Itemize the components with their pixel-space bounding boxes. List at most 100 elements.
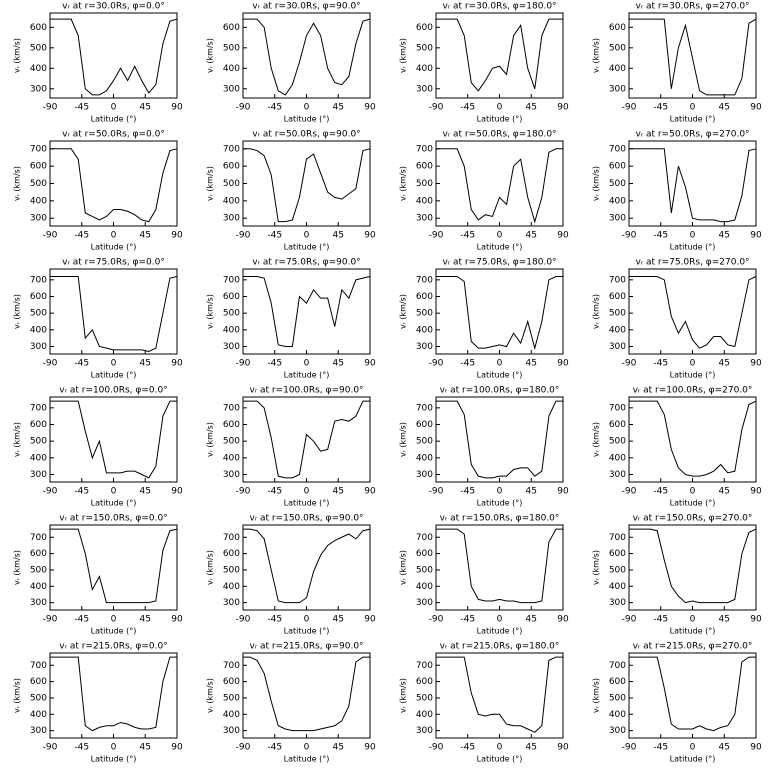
panel-title: vᵣ at r=150.0Rs, φ=180.0° xyxy=(440,514,560,524)
panel-title: vᵣ at r=30.0Rs, φ=90.0° xyxy=(252,2,360,12)
x-tick-label: 45 xyxy=(333,615,344,625)
data-line xyxy=(629,276,757,349)
x-tick-label: -45 xyxy=(267,103,282,113)
y-tick-label: 300 xyxy=(416,470,433,480)
y-tick-label: 400 xyxy=(30,325,47,335)
x-tick-label: 45 xyxy=(526,231,537,241)
x-tick-label: -90 xyxy=(622,615,637,625)
x-tick-label: -90 xyxy=(43,231,58,241)
y-tick-label: 500 xyxy=(223,693,240,703)
x-tick-label: -45 xyxy=(460,359,475,369)
y-tick-label: 400 xyxy=(416,710,433,720)
y-tick-label: 400 xyxy=(223,582,240,592)
y-tick-label: 400 xyxy=(416,196,433,206)
y-tick-label: 500 xyxy=(609,565,626,575)
y-tick-label: 500 xyxy=(416,565,433,575)
y-tick-label: 400 xyxy=(30,453,47,463)
x-tick-label: -90 xyxy=(622,103,637,113)
x-axis-label: Latitude (°) xyxy=(284,627,330,636)
x-tick-label: -45 xyxy=(267,487,282,497)
y-tick-label: 600 xyxy=(30,292,47,302)
x-tick-label: -45 xyxy=(460,743,475,753)
y-tick-label: 600 xyxy=(609,292,626,302)
plot-frame xyxy=(435,524,564,611)
x-axis-label: Latitude (°) xyxy=(91,115,137,124)
y-tick-label: 700 xyxy=(223,533,240,543)
y-tick-label: 500 xyxy=(223,43,240,53)
x-tick-label: 0 xyxy=(497,231,503,241)
x-tick-label: -45 xyxy=(653,359,668,369)
y-tick-label: 300 xyxy=(223,342,240,352)
x-tick-label: 90 xyxy=(750,231,762,241)
panel: vᵣ at r=30.0Rs, φ=180.0° Latitude (°) vᵣ (… xyxy=(399,2,569,124)
x-tick-label: 90 xyxy=(171,359,183,369)
y-tick-label: 700 xyxy=(223,144,240,154)
y-tick-label: 300 xyxy=(30,726,47,736)
x-tick-label: 0 xyxy=(304,615,310,625)
x-tick-label: -45 xyxy=(267,615,282,625)
y-tick-label: 300 xyxy=(223,598,240,608)
x-tick-label: 45 xyxy=(333,743,344,753)
x-axis-label: Latitude (°) xyxy=(477,243,523,252)
y-axis-label: vᵣ (km/s) xyxy=(206,38,215,73)
panel-title: vᵣ at r=75.0Rs, φ=90.0° xyxy=(252,258,360,268)
panel-title: vᵣ at r=215.0Rs, φ=270.0° xyxy=(633,642,753,652)
y-tick-label: 400 xyxy=(30,710,47,720)
panel-title: vᵣ at r=50.0Rs, φ=90.0° xyxy=(252,130,360,140)
y-tick-label: 300 xyxy=(609,726,626,736)
y-tick-label: 600 xyxy=(416,292,433,302)
panel: vᵣ at r=215.0Rs, φ=0.0° Latitude (°) vᵣ (k… xyxy=(13,642,183,764)
plot-frame xyxy=(628,12,757,99)
x-tick-label: 0 xyxy=(497,487,503,497)
x-tick-label: -90 xyxy=(236,359,251,369)
data-line xyxy=(50,400,177,479)
panel: vᵣ at r=100.0Rs, φ=270.0° Latitude (°) vᵣ … xyxy=(592,386,762,508)
x-axis-label: Latitude (°) xyxy=(91,371,137,380)
x-tick-label: 45 xyxy=(140,487,151,497)
data-line xyxy=(50,276,178,353)
data-line xyxy=(436,528,563,604)
x-tick-label: 90 xyxy=(750,103,762,113)
x-tick-label: -90 xyxy=(429,103,444,113)
x-tick-label: -90 xyxy=(429,487,444,497)
x-axis-label: Latitude (°) xyxy=(670,627,716,636)
x-tick-label: 90 xyxy=(750,487,762,497)
plot-frame xyxy=(628,396,757,483)
y-axis-label: vᵣ (km/s) xyxy=(592,550,601,585)
data-line xyxy=(436,400,563,479)
y-axis-label: vᵣ (km/s) xyxy=(592,166,601,201)
y-tick-label: 300 xyxy=(30,84,47,94)
plot-frame xyxy=(628,524,757,611)
x-tick-label: -90 xyxy=(236,615,251,625)
panel: vᵣ at r=75.0Rs, φ=0.0° Latitude (°) vᵣ (km… xyxy=(13,258,183,380)
x-tick-label: 45 xyxy=(526,103,537,113)
panel: vᵣ at r=100.0Rs, φ=0.0° Latitude (°) vᵣ (k… xyxy=(13,386,183,508)
y-tick-label: 500 xyxy=(30,693,47,703)
x-tick-label: 45 xyxy=(140,615,151,625)
x-tick-label: -90 xyxy=(43,103,58,113)
data-line xyxy=(629,528,757,604)
y-tick-label: 600 xyxy=(30,162,47,172)
x-axis-label: Latitude (°) xyxy=(284,115,330,124)
x-tick-label: 0 xyxy=(111,103,117,113)
data-line xyxy=(243,276,371,347)
y-tick-label: 500 xyxy=(609,693,626,703)
y-tick-label: 600 xyxy=(30,549,47,559)
y-axis-label: vᵣ (km/s) xyxy=(13,38,22,73)
x-tick-label: -45 xyxy=(653,743,668,753)
x-tick-label: 45 xyxy=(140,103,151,113)
panel: vᵣ at r=75.0Rs, φ=90.0° Latitude (°) vᵣ (k… xyxy=(206,258,376,380)
x-tick-label: 45 xyxy=(140,743,151,753)
data-line xyxy=(243,400,370,479)
panel: vᵣ at r=50.0Rs, φ=0.0° Latitude (°) vᵣ (km… xyxy=(13,130,183,252)
y-tick-label: 400 xyxy=(416,453,433,463)
y-tick-label: 600 xyxy=(609,23,626,33)
panel: vᵣ at r=215.0Rs, φ=180.0° Latitude (°) vᵣ … xyxy=(399,642,569,764)
x-tick-label: -45 xyxy=(74,103,89,113)
x-tick-label: -90 xyxy=(429,231,444,241)
x-tick-label: 45 xyxy=(719,359,730,369)
y-tick-label: 500 xyxy=(30,437,47,447)
panel: vᵣ at r=100.0Rs, φ=180.0° Latitude (°) vᵣ … xyxy=(399,386,569,508)
y-axis-label: vᵣ (km/s) xyxy=(13,550,22,585)
x-tick-label: 45 xyxy=(140,231,151,241)
